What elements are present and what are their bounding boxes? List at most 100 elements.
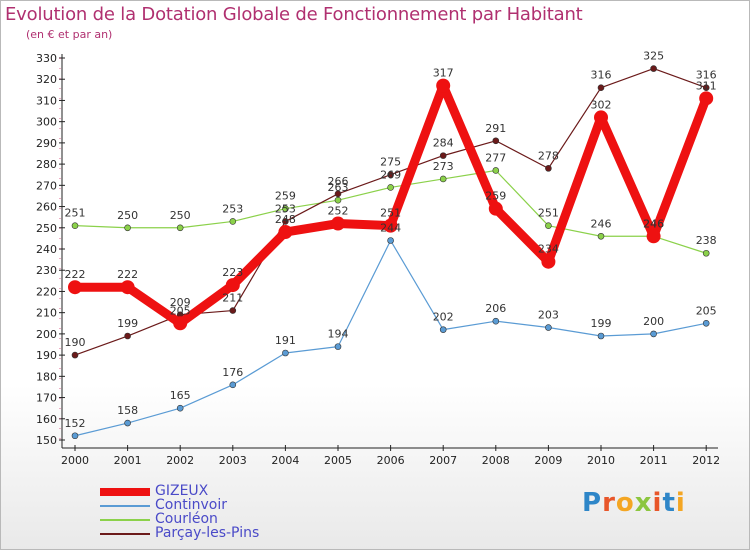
data-label: 246 [643,217,664,230]
y-tick-label: 280 [36,158,57,171]
legend-label: Parçay-les-Pins [155,525,260,541]
x-tick-label: 2010 [587,454,615,467]
y-tick-label: 220 [36,285,57,298]
data-label: 246 [591,217,612,230]
y-tick-label: 150 [36,434,57,447]
logo-letter: i [675,488,686,518]
legend-label: Continvoir [155,497,227,513]
data-point [439,326,447,333]
data-label: 205 [696,304,717,317]
x-tick-label: 2011 [640,454,668,467]
legend-swatch [100,519,150,521]
data-point [120,280,135,295]
x-tick-label: 2005 [324,454,352,467]
data-point [71,351,79,359]
data-label: 275 [380,156,401,169]
data-label: 199 [591,317,612,330]
x-tick-label: 2001 [114,454,142,467]
y-tick-label: 260 [36,201,57,214]
x-tick-label: 2002 [166,454,194,467]
data-label: 238 [696,234,717,247]
data-point [488,201,503,216]
y-tick-label: 180 [36,370,57,383]
data-label: 191 [275,334,296,347]
data-point [225,278,240,293]
y-tick-label: 270 [36,179,57,192]
data-label: 211 [222,292,243,305]
data-point [646,229,661,244]
data-point [282,205,289,212]
data-label: 277 [485,151,506,164]
legend-swatch [100,505,150,507]
series-continvoir [71,237,710,440]
data-point [650,330,657,338]
data-label: 176 [222,366,243,379]
data-point [282,218,289,225]
data-label: 251 [538,207,559,220]
data-label: 259 [485,190,506,203]
legend-swatch [100,488,150,496]
data-label: 248 [275,213,296,226]
data-label: 291 [485,122,506,135]
y-tick-label: 320 [36,73,57,86]
x-tick-label: 2008 [482,454,510,467]
data-point [278,225,293,240]
y-tick-label: 310 [36,94,57,107]
data-label: 246 [643,217,664,230]
chart-title: Evolution de la Dotation Globale de Fonc… [5,4,583,25]
data-label: 266 [328,175,349,188]
x-tick-label: 2006 [377,454,405,467]
data-label: 244 [380,222,401,235]
series-lines [68,65,714,440]
data-label: 251 [65,207,86,220]
data-point [702,84,710,92]
data-label: 253 [222,202,243,215]
data-point [545,165,552,172]
legend-label: GIZEUX [155,483,209,499]
data-point [492,137,500,145]
data-label: 259 [275,190,296,203]
logo-letter: t [662,488,676,518]
data-point [594,110,608,125]
logo-letter: x [634,488,653,518]
data-point [331,216,345,231]
data-label: 203 [538,309,559,322]
data-point [71,222,79,229]
data-label: 199 [117,317,138,330]
y-tick-label: 170 [36,392,57,405]
data-point [597,232,605,240]
legend-label: Courléon [155,511,218,527]
data-point [492,317,500,325]
data-label: 273 [433,160,454,173]
data-label: 252 [328,205,349,218]
data-point [334,196,342,204]
series-gizeux [68,78,714,331]
data-label: 209 [170,296,191,309]
data-point [699,91,714,106]
data-label: 223 [222,266,243,279]
logo-letter: r [602,488,616,518]
data-point [383,218,398,233]
data-label: 250 [117,209,138,222]
data-label: 302 [591,98,612,111]
data-label: 152 [65,417,86,430]
y-tick-label: 250 [36,222,57,235]
data-label: 251 [380,207,401,220]
data-point [124,332,131,340]
x-tick-label: 2012 [692,454,720,467]
data-label: 158 [117,404,138,417]
x-tick-label: 2003 [219,454,247,467]
data-point [282,349,289,357]
data-point [597,332,605,340]
data-label: 194 [328,328,349,341]
data-point [176,224,184,232]
data-label: 325 [643,50,664,63]
data-label: 234 [538,243,559,256]
data-point [71,432,79,440]
data-point [387,171,394,179]
logo-letter: i [652,488,663,518]
data-label: 278 [538,149,559,162]
data-label: 206 [485,302,506,315]
